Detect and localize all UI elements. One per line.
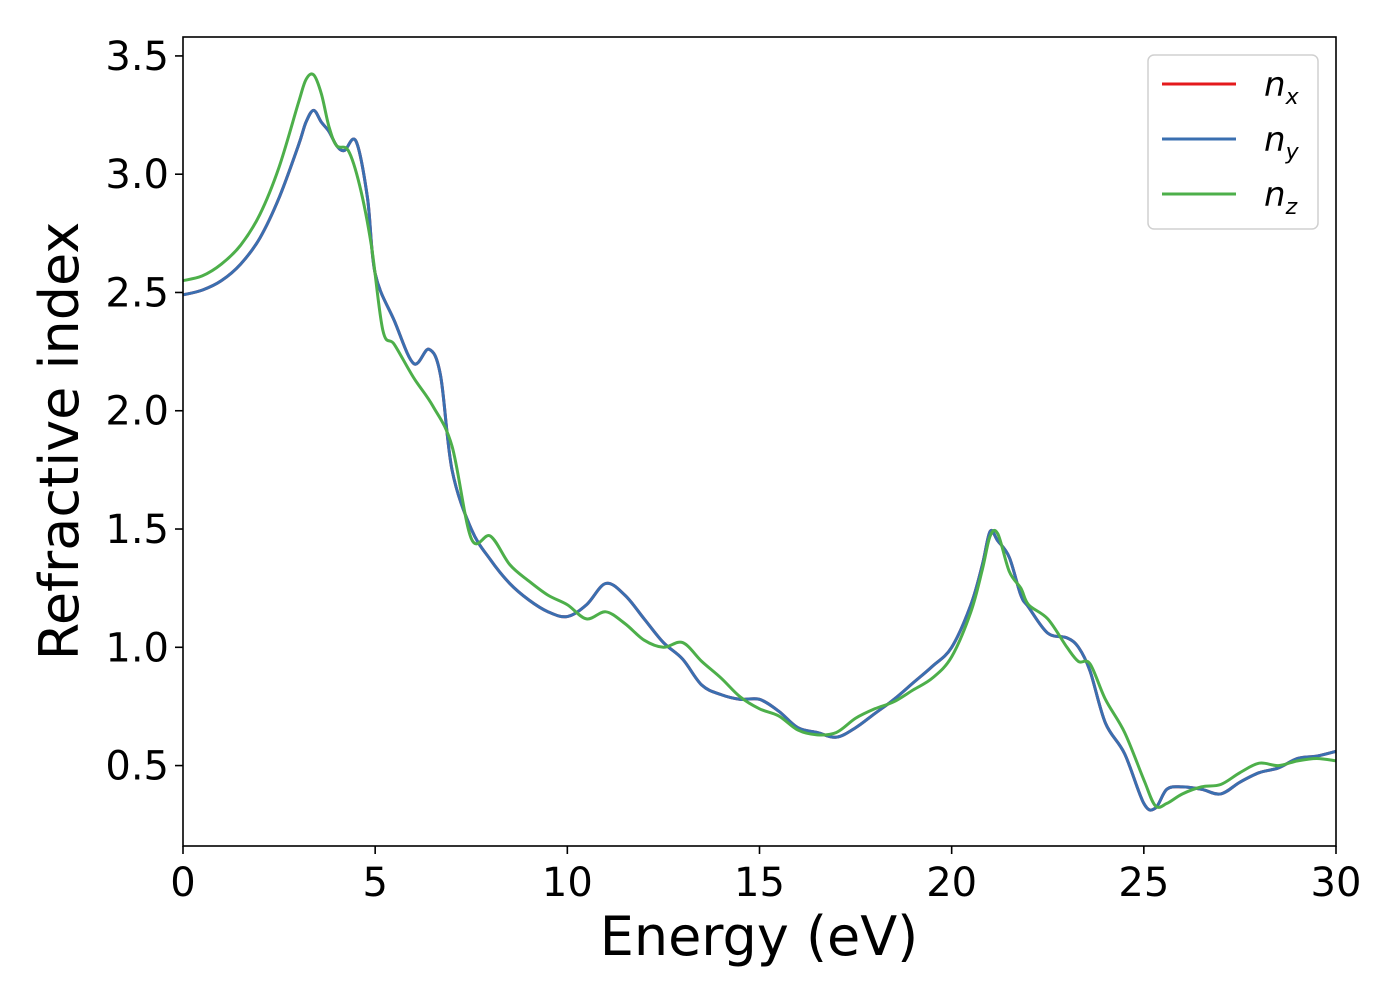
y-tick-label: 1.0: [105, 625, 169, 671]
legend-label-subscript: x: [1285, 85, 1300, 110]
x-tick-label: 30: [1311, 860, 1362, 906]
legend-box: [1147, 54, 1319, 230]
legend-label-y: ny: [1264, 120, 1300, 165]
x-tick-label: 10: [542, 860, 593, 906]
y-tick-label: 1.5: [105, 507, 169, 553]
legend-label-base: n: [1264, 175, 1286, 215]
y-tick-label: 2.0: [105, 389, 169, 435]
plot-background: [183, 37, 1336, 846]
series-line-y: [183, 108, 1336, 812]
x-tick-label: 0: [170, 860, 195, 906]
legend-label-base: n: [1264, 65, 1286, 105]
x-tick-label: 15: [734, 860, 785, 906]
y-axis-ticks: 0.5 1.0 1.5 2.0 2.5 3.0 3.5: [105, 34, 183, 790]
legend-label-subscript: y: [1285, 140, 1300, 165]
x-axis-title: Energy (eV): [600, 905, 919, 968]
legend-label-base: n: [1264, 120, 1286, 160]
x-tick-label: 20: [926, 860, 977, 906]
legend-label-x: nx: [1264, 65, 1300, 110]
series-layer: [183, 72, 1336, 812]
series-line-z: [183, 72, 1336, 809]
x-axis-ticks: 0 5 10 15 20 25 30: [170, 846, 1361, 906]
y-tick-label: 3.0: [105, 152, 169, 198]
y-tick-label: 0.5: [105, 744, 169, 790]
legend-label-subscript: z: [1285, 195, 1298, 220]
y-axis-title: Refractive index: [28, 222, 91, 661]
legend-label-z: nz: [1264, 175, 1298, 220]
y-tick-label: 2.5: [105, 270, 169, 316]
y-tick-label: 3.5: [105, 34, 169, 80]
x-tick-label: 25: [1118, 860, 1169, 906]
x-tick-label: 5: [362, 860, 387, 906]
